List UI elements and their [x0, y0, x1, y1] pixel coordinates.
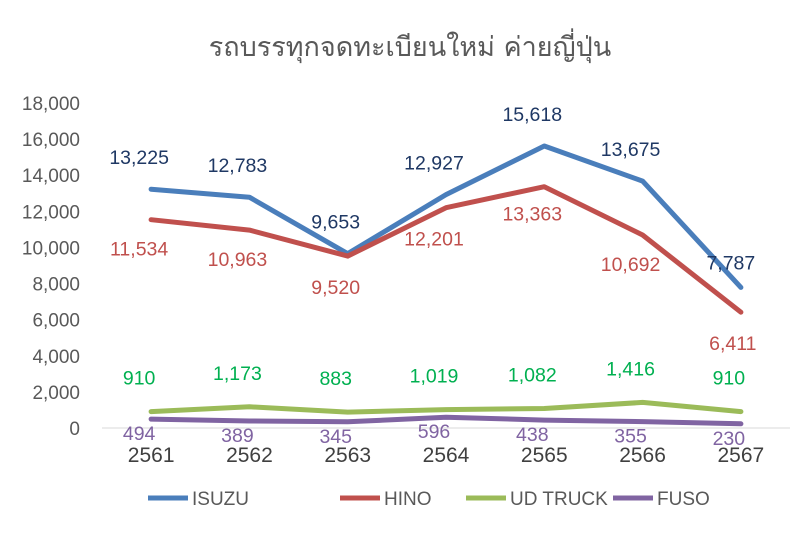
x-tick-label: 2561	[128, 444, 175, 467]
legend-label: HINO	[384, 489, 432, 510]
y-tick-label: 14,000	[22, 166, 80, 187]
data-label: 13,363	[502, 204, 562, 226]
data-label: 230	[713, 428, 746, 450]
data-label: 1,082	[508, 364, 557, 386]
y-tick-label: 0	[69, 419, 80, 440]
x-tick-label: 2564	[423, 444, 470, 467]
data-label: 345	[319, 426, 352, 448]
chart-title: รถบรรทุกจดทะเบียนใหม่ ค่ายญี่ปุ่น	[209, 28, 611, 64]
data-label: 1,019	[410, 366, 459, 388]
series-lines	[148, 143, 744, 427]
data-label: 13,675	[601, 139, 661, 161]
y-tick-label: 18,000	[22, 94, 80, 115]
data-label: 10,692	[601, 254, 661, 276]
data-label: 13,225	[109, 147, 169, 169]
x-tick-label: 2567	[717, 444, 764, 467]
y-tick-label: 10,000	[22, 238, 80, 259]
data-label: 1,416	[606, 358, 655, 380]
data-label: 6,411	[709, 333, 756, 355]
data-label: 494	[123, 423, 156, 445]
data-label: 9,520	[311, 277, 360, 299]
data-label: 11,534	[110, 239, 168, 261]
y-tick-label: 4,000	[32, 347, 80, 368]
x-tick-label: 2562	[226, 444, 273, 467]
data-label: 355	[614, 426, 647, 448]
axes: 0 2,000 4,000 6,000 8,000 10,000 12,000 14,000 1…	[22, 94, 790, 467]
x-tick-label: 2563	[324, 444, 371, 467]
data-label: 438	[516, 424, 549, 446]
y-tick-label: 16,000	[22, 130, 80, 151]
series-line-fuso	[148, 414, 744, 427]
x-tick-label: 2565	[521, 444, 568, 467]
data-label: 12,201	[404, 229, 464, 251]
legend-label: ISUZU	[192, 489, 249, 510]
data-label: 9,653	[311, 212, 360, 234]
data-labels: 13,225 12,783 9,653 12,927 15,618 13,675 7,787…	[109, 104, 756, 450]
y-tick-label: 2,000	[32, 383, 80, 404]
data-label: 10,963	[208, 249, 268, 271]
legend-label: FUSO	[657, 489, 710, 510]
x-tick-label: 2566	[619, 444, 666, 467]
y-tick-label: 12,000	[22, 202, 80, 223]
data-label: 910	[123, 368, 156, 390]
data-label: 596	[418, 421, 451, 443]
series-line-isuzu	[148, 143, 744, 290]
series-line-ud-truck	[148, 399, 744, 415]
y-tick-label: 8,000	[32, 275, 80, 296]
data-label: 7,787	[706, 252, 755, 274]
data-label: 15,618	[502, 104, 562, 126]
legend: ISUZU HINO UD TRUCK FUSO	[148, 489, 710, 510]
y-tick-label: 6,000	[32, 311, 80, 332]
data-label: 883	[319, 368, 352, 390]
data-label: 910	[713, 368, 746, 390]
data-label: 389	[221, 425, 254, 447]
data-label: 12,927	[404, 153, 464, 175]
data-label: 1,173	[213, 363, 262, 385]
legend-label: UD TRUCK	[510, 489, 608, 510]
series-line-hino	[148, 184, 744, 315]
data-label: 12,783	[208, 155, 268, 177]
